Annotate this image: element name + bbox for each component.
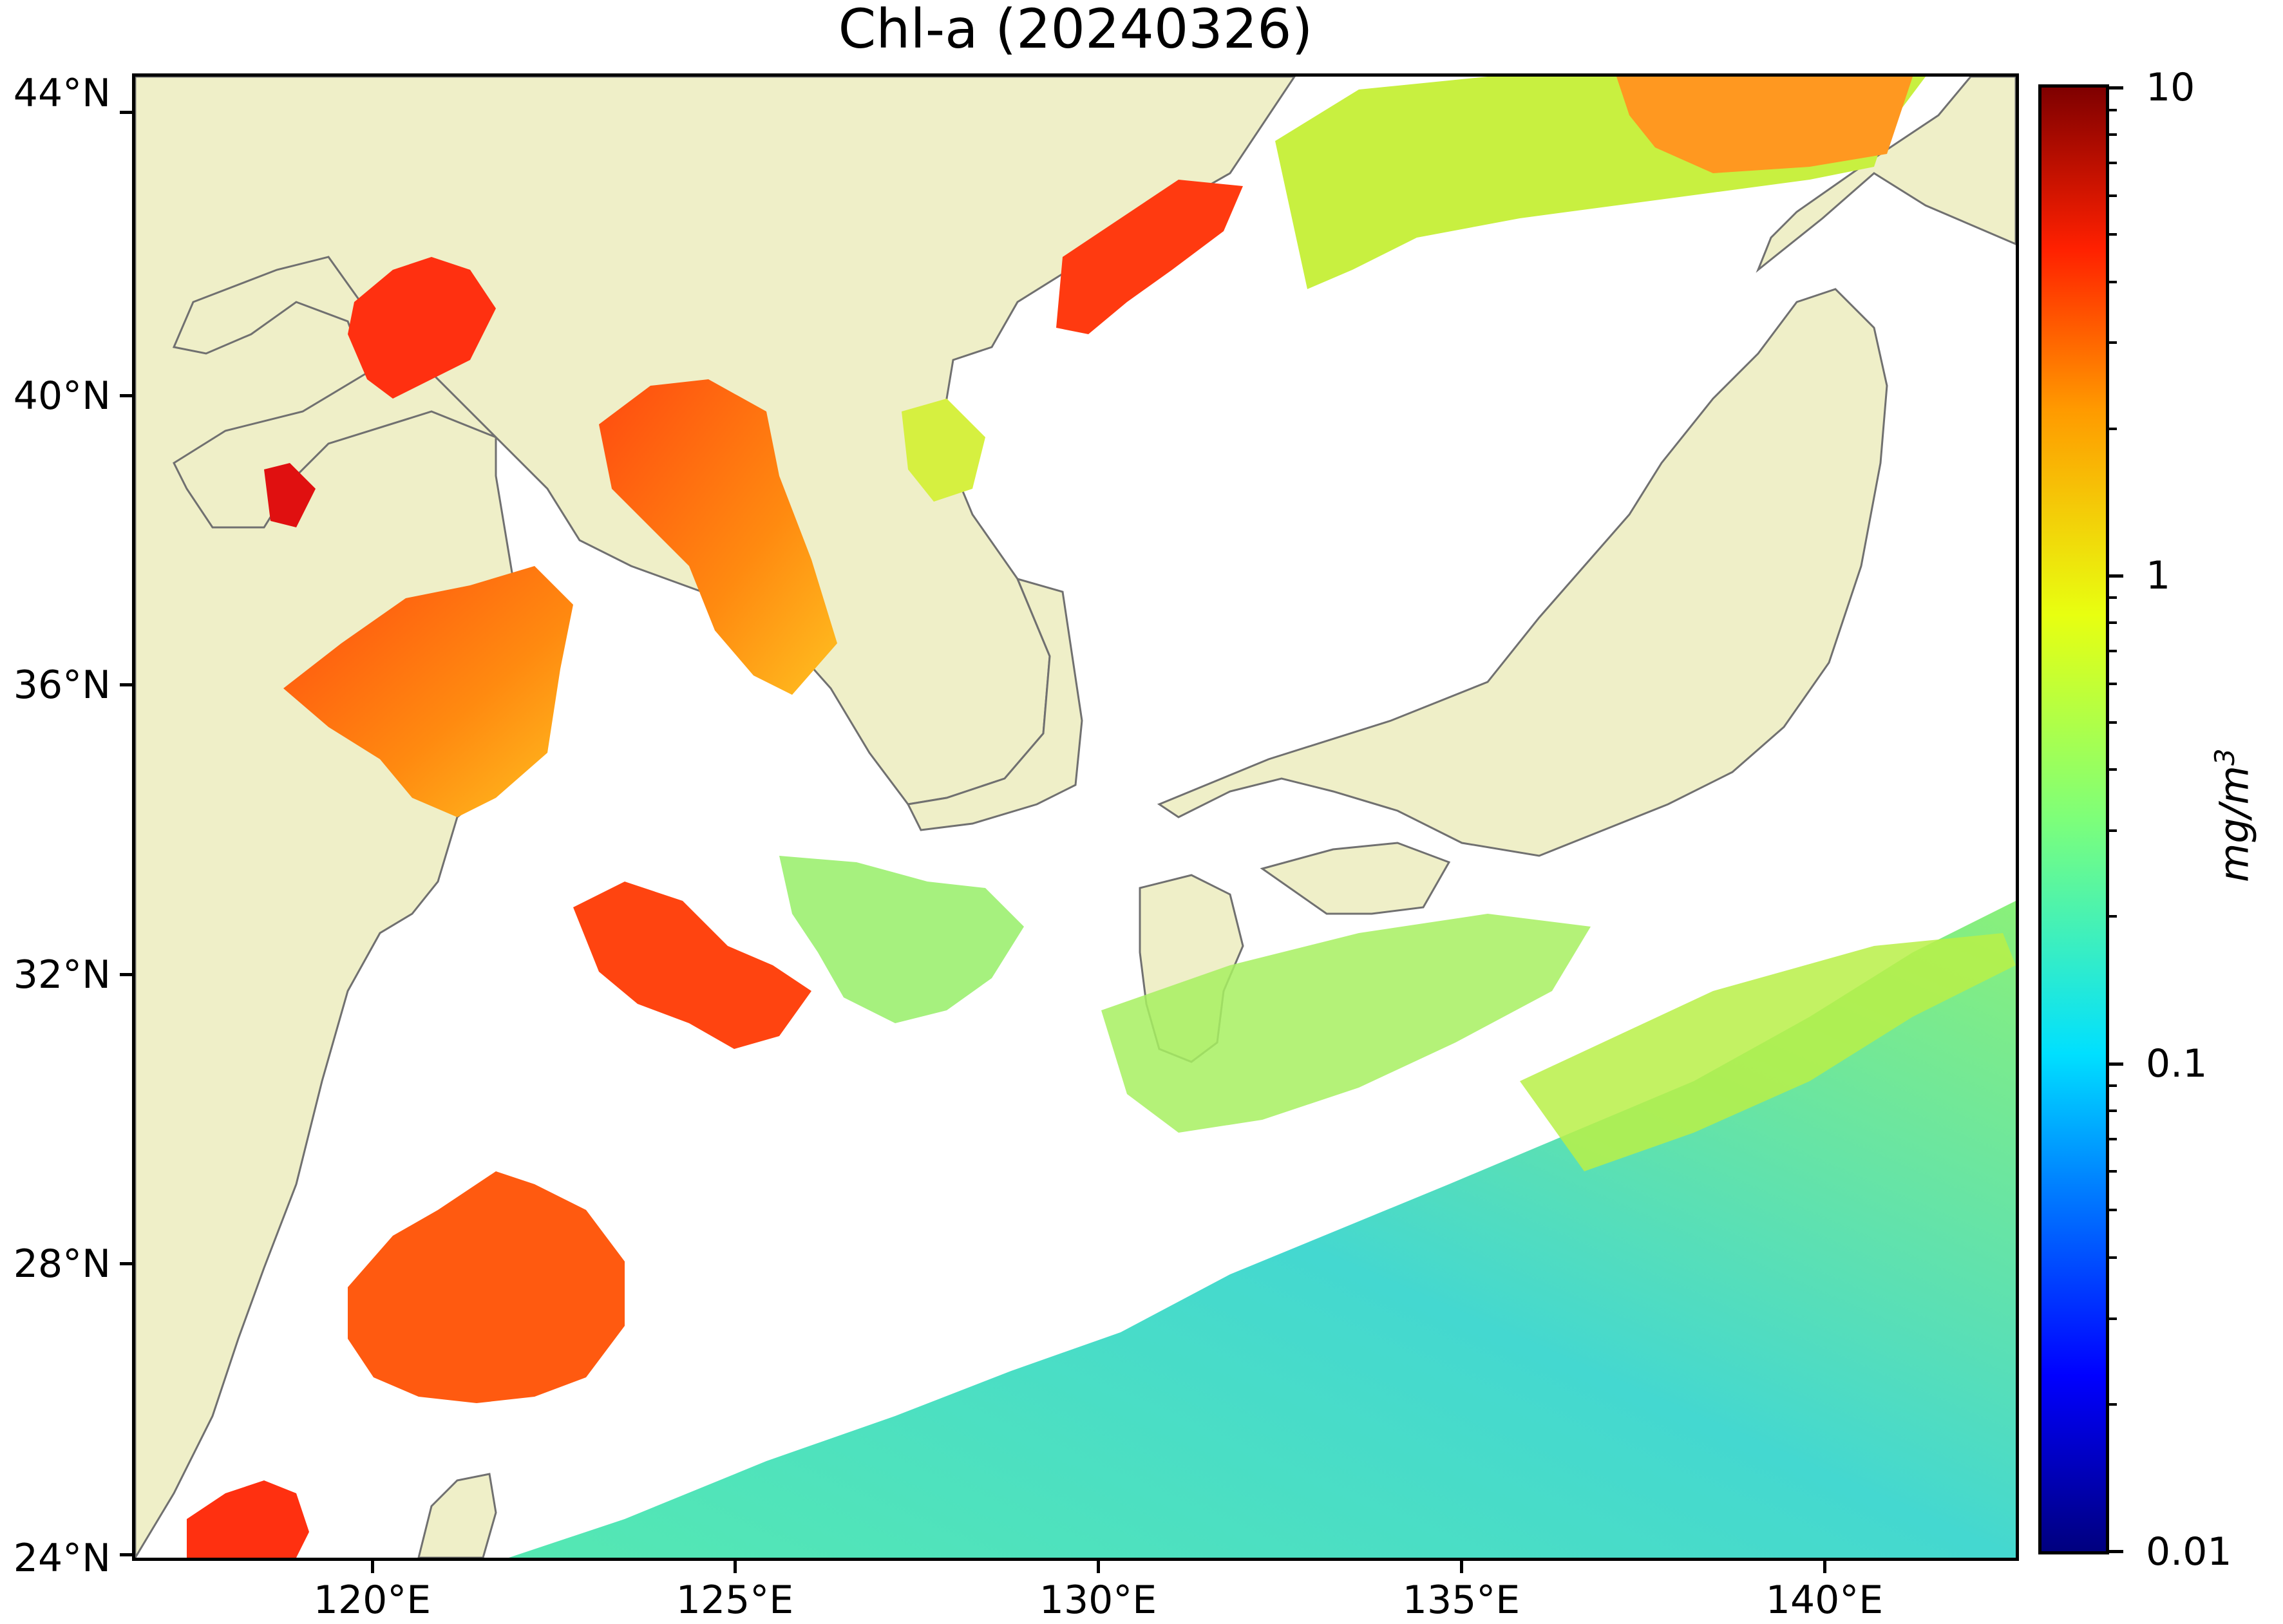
chlorophyll-layer bbox=[187, 77, 2016, 1558]
yellow-sea-east bbox=[599, 379, 837, 695]
lat-tick-40n: 40°N bbox=[13, 373, 111, 419]
colorbar-unit-exponent: 3 bbox=[2209, 748, 2240, 766]
lat-tick-mark-28n bbox=[120, 1262, 132, 1265]
colorbar-minor-tick bbox=[2109, 1138, 2117, 1140]
colorbar-minor-tick bbox=[2109, 915, 2117, 918]
colorbar-minor-tick bbox=[2109, 281, 2117, 283]
japan-hokkaido bbox=[1756, 77, 2016, 273]
lon-tick-135e: 135°E bbox=[1402, 1578, 1520, 1623]
map-title: Chl-a (20240326) bbox=[838, 0, 1313, 61]
colorbar-minor-tick bbox=[2109, 1209, 2117, 1211]
colorbar-minor-tick bbox=[2109, 162, 2117, 164]
colorbar-minor-tick bbox=[2109, 133, 2117, 136]
colorbar-unit-label: mg/m3 bbox=[2199, 748, 2258, 882]
colorbar-minor-tick bbox=[2109, 1170, 2117, 1173]
lat-tick-mark-44n bbox=[120, 111, 132, 114]
colorbar-minor-tick bbox=[2109, 233, 2117, 236]
lat-tick-28n: 28°N bbox=[13, 1242, 111, 1287]
colorbar-minor-tick bbox=[2109, 1084, 2117, 1087]
sea-of-japan-north-high bbox=[1616, 77, 1913, 173]
lon-tick-mark-130e bbox=[1097, 1561, 1100, 1573]
lon-tick-mark-120e bbox=[371, 1561, 374, 1573]
east-china-sea-high bbox=[573, 882, 811, 1049]
pacific-east-mid-chl bbox=[1520, 933, 2016, 1171]
taiwan bbox=[417, 1473, 497, 1558]
colorbar-minor-tick bbox=[2109, 621, 2117, 624]
zhejiang-coast-high bbox=[348, 1171, 625, 1403]
colorbar-minor-tick bbox=[2109, 341, 2117, 344]
colorbar-minor-tick bbox=[2109, 194, 2117, 197]
colorbar bbox=[2038, 84, 2109, 1554]
colorbar-tick-10 bbox=[2109, 86, 2123, 90]
colorbar-label-0.01: 0.01 bbox=[2146, 1529, 2232, 1574]
colorbar-minor-tick bbox=[2109, 109, 2117, 111]
colorbar-minor-tick bbox=[2109, 1403, 2117, 1406]
colorbar-minor-tick bbox=[2109, 596, 2117, 599]
lat-tick-mark-36n bbox=[120, 683, 132, 686]
lat-tick-44n: 44°N bbox=[13, 71, 111, 116]
map-frame bbox=[132, 73, 2019, 1561]
colorbar-minor-tick bbox=[2109, 768, 2117, 771]
colorbar-tick-1 bbox=[2109, 574, 2123, 578]
lat-tick-mark-24n bbox=[120, 1553, 132, 1556]
lon-tick-mark-125e bbox=[734, 1561, 737, 1573]
lat-tick-32n: 32°N bbox=[13, 952, 111, 997]
japan-honshu bbox=[1157, 288, 1888, 857]
colorbar-tick-0.01 bbox=[2109, 1550, 2123, 1553]
japan-shikoku bbox=[1260, 842, 1451, 915]
colorbar-label-0.1: 0.1 bbox=[2146, 1041, 2208, 1086]
chlorophyll-map bbox=[135, 77, 2016, 1558]
lat-tick-mark-40n bbox=[120, 394, 132, 397]
colorbar-minor-tick bbox=[2109, 721, 2117, 724]
lon-tick-125e: 125°E bbox=[676, 1578, 794, 1623]
colorbar-minor-tick bbox=[2109, 428, 2117, 430]
east-china-sea-mid bbox=[779, 856, 1024, 1023]
colorbar-minor-tick bbox=[2109, 683, 2117, 685]
bohai-bay-high bbox=[348, 257, 496, 399]
lon-tick-mark-140e bbox=[1823, 1561, 1826, 1573]
pacific-north-mid-chl bbox=[1101, 914, 1591, 1133]
colorbar-label-1: 1 bbox=[2146, 553, 2171, 598]
korea-east-coast-mid bbox=[902, 399, 985, 502]
colorbar-unit-text: mg/m bbox=[2210, 765, 2258, 882]
colorbar-label-10: 10 bbox=[2146, 65, 2195, 110]
bohai-lz-high bbox=[264, 463, 316, 527]
colorbar-minor-tick bbox=[2109, 829, 2117, 832]
colorbar-tick-0.1 bbox=[2109, 1062, 2123, 1066]
yellow-sea-west bbox=[283, 566, 573, 817]
korean-peninsula bbox=[906, 577, 1083, 831]
colorbar-minor-tick bbox=[2109, 650, 2117, 652]
pacific-low-chl bbox=[509, 901, 2016, 1558]
lat-tick-36n: 36°N bbox=[13, 663, 111, 708]
lon-tick-130e: 130°E bbox=[1039, 1578, 1157, 1623]
colorbar-minor-tick bbox=[2109, 1317, 2117, 1320]
lat-tick-mark-32n bbox=[120, 973, 132, 976]
lat-tick-24n: 24°N bbox=[13, 1536, 111, 1581]
fujian-coast-high bbox=[187, 1480, 309, 1558]
colorbar-minor-tick bbox=[2109, 1256, 2117, 1259]
lon-tick-120e: 120°E bbox=[313, 1578, 431, 1623]
china-mainland bbox=[135, 77, 1296, 1558]
colorbar-minor-tick bbox=[2109, 1109, 2117, 1112]
lon-tick-mark-135e bbox=[1460, 1561, 1463, 1573]
lon-tick-140e: 140°E bbox=[1765, 1578, 1884, 1623]
korea-east-coast-high bbox=[1056, 180, 1243, 334]
